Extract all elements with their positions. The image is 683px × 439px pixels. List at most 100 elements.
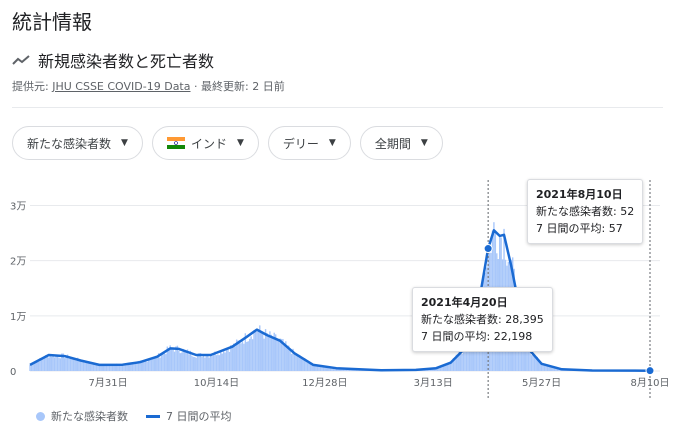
case-bar: [139, 360, 141, 371]
case-bar: [43, 358, 46, 371]
case-bar: [136, 361, 138, 371]
case-bar: [448, 364, 450, 371]
case-bar: [329, 367, 332, 371]
case-bar: [546, 366, 549, 371]
case-bar: [48, 357, 50, 371]
case-bar: [163, 352, 166, 371]
case-bar: [196, 354, 199, 371]
case-bar: [58, 357, 60, 371]
tooltip-cases: 新たな感染者数: 28,395: [421, 313, 544, 326]
case-bar: [218, 355, 221, 371]
case-bar: [527, 350, 530, 371]
case-bar: [79, 361, 82, 371]
chevron-down-icon: ▼: [328, 138, 336, 148]
case-bar: [56, 355, 59, 371]
case-bar: [130, 362, 132, 371]
case-bar: [176, 345, 179, 371]
case-bar: [306, 362, 309, 371]
case-bar: [50, 356, 53, 371]
case-bar: [69, 358, 72, 371]
case-bar: [172, 348, 174, 371]
case-bar: [208, 357, 210, 371]
trend-line-icon: [12, 55, 30, 65]
case-bar: [97, 365, 99, 371]
case-bar: [555, 367, 557, 371]
case-bar: [529, 349, 531, 371]
case-bar: [134, 362, 137, 371]
case-bar: [209, 355, 212, 371]
case-bar: [270, 334, 273, 371]
case-bar: [532, 353, 534, 371]
x-tick-label: 7月31日: [88, 377, 127, 389]
period-dropdown-label: 全期間: [374, 136, 411, 151]
period-dropdown[interactable]: 全期間 ▼: [359, 126, 443, 160]
case-bar: [240, 343, 242, 371]
tooltip-avg: 7 日間の平均: 22,198: [421, 330, 533, 343]
case-bar: [243, 343, 245, 371]
case-bar: [267, 335, 270, 371]
case-bar: [71, 357, 73, 371]
case-bar: [302, 358, 304, 371]
case-bar: [264, 329, 267, 371]
case-bar: [195, 357, 197, 371]
case-bar: [75, 360, 77, 371]
case-bar: [314, 365, 316, 371]
case-bar: [30, 364, 33, 371]
case-bar: [244, 333, 247, 371]
legend-avg-label: 7 日間の平均: [166, 410, 232, 423]
case-bar: [98, 364, 101, 371]
case-bar: [198, 353, 200, 371]
tooltip-cases: 新たな感染者数: 52: [536, 205, 635, 218]
case-bar: [189, 350, 192, 371]
case-bar: [468, 343, 471, 371]
updated-label: · 最終更新: 2 日前: [194, 80, 285, 93]
case-bar: [170, 347, 173, 371]
case-bar: [530, 355, 533, 371]
case-bar: [117, 365, 119, 371]
case-bar: [82, 361, 85, 371]
metric-dropdown-label: 新たな感染者数: [27, 136, 112, 151]
case-bar: [260, 331, 262, 371]
case-bar: [32, 364, 34, 371]
case-bar: [545, 365, 547, 371]
case-bar: [37, 361, 40, 371]
case-bar: [298, 354, 300, 371]
case-bar: [342, 368, 345, 371]
case-bar: [233, 343, 235, 371]
case-bar: [147, 360, 150, 371]
case-bar: [186, 349, 189, 371]
case-bar: [272, 338, 274, 371]
case-bar: [439, 366, 442, 371]
case-bar: [144, 360, 147, 371]
case-bar: [118, 364, 121, 371]
source-link[interactable]: JHU CSSE COVID-19 Data: [52, 80, 191, 93]
x-tick-label: 3月13日: [414, 377, 453, 389]
case-bar: [227, 349, 229, 371]
case-bar: [446, 364, 449, 371]
case-bar: [542, 363, 544, 371]
case-bar: [166, 346, 168, 371]
case-bar: [228, 351, 231, 371]
case-bar: [299, 355, 301, 371]
metric-dropdown[interactable]: 新たな感染者数 ▼: [12, 126, 143, 160]
case-bar: [293, 352, 296, 371]
case-bar: [280, 338, 283, 371]
case-bar: [553, 367, 556, 371]
case-bar: [224, 352, 226, 371]
case-bar: [296, 355, 299, 371]
legend-cases-swatch: [36, 411, 45, 421]
case-bar: [441, 365, 443, 371]
case-bar: [266, 333, 268, 371]
case-bar: [105, 365, 108, 371]
chevron-down-icon: ▼: [420, 138, 428, 148]
case-bar: [253, 330, 255, 371]
case-bar: [87, 362, 89, 371]
case-bar: [543, 365, 546, 371]
tooltip-date: 2021年4月20日: [421, 296, 508, 309]
country-dropdown[interactable]: インド ▼: [151, 126, 259, 160]
region-dropdown[interactable]: デリー ▼: [267, 126, 351, 160]
case-bar: [279, 338, 281, 371]
case-bar: [168, 349, 170, 371]
case-bar: [157, 353, 160, 371]
case-bar: [85, 360, 88, 371]
